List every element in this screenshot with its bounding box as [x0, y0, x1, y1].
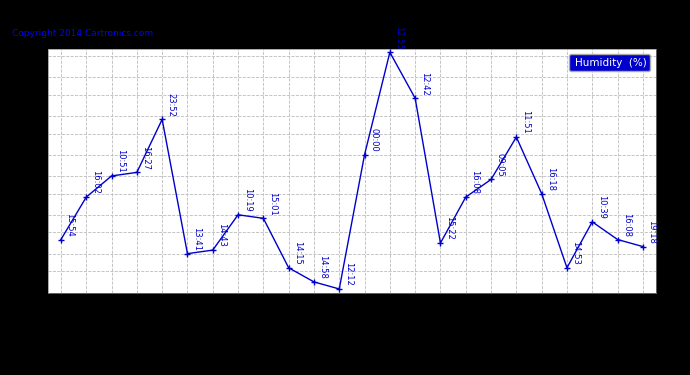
Text: 14:43: 14:43: [217, 224, 226, 247]
Legend: Humidity  (%): Humidity (%): [569, 54, 650, 71]
Text: 10:19: 10:19: [243, 188, 252, 212]
Text: 12:55: 12:55: [395, 26, 404, 50]
Text: 15:22: 15:22: [445, 216, 454, 240]
Text: 10:51: 10:51: [116, 149, 125, 173]
Text: 16:18: 16:18: [546, 167, 555, 191]
Text: 10:39: 10:39: [597, 195, 606, 219]
Text: 16:02: 16:02: [91, 170, 100, 194]
Text: Copyright 2014 Cartronics.com: Copyright 2014 Cartronics.com: [12, 29, 153, 38]
Text: 23:52: 23:52: [167, 93, 176, 117]
Text: 19:18: 19:18: [647, 220, 656, 244]
Text: 13:41: 13:41: [192, 227, 201, 251]
Text: 15:54: 15:54: [66, 213, 75, 237]
Text: 14:58: 14:58: [319, 255, 328, 279]
Text: 16:27: 16:27: [141, 146, 150, 170]
Text: 14:53: 14:53: [571, 241, 580, 265]
Text: 16:08: 16:08: [471, 170, 480, 194]
Text: 09:05: 09:05: [495, 153, 504, 177]
Text: 12:12: 12:12: [344, 262, 353, 286]
Title: Outdoor Humidity Daily Low 20140424: Outdoor Humidity Daily Low 20140424: [217, 34, 487, 48]
Text: 16:08: 16:08: [622, 213, 631, 237]
Text: 14:15: 14:15: [293, 241, 302, 265]
Text: 12:42: 12:42: [420, 72, 428, 95]
Text: 15:01: 15:01: [268, 192, 277, 216]
Text: 11:51: 11:51: [521, 111, 530, 134]
Text: 00:00: 00:00: [369, 128, 378, 152]
